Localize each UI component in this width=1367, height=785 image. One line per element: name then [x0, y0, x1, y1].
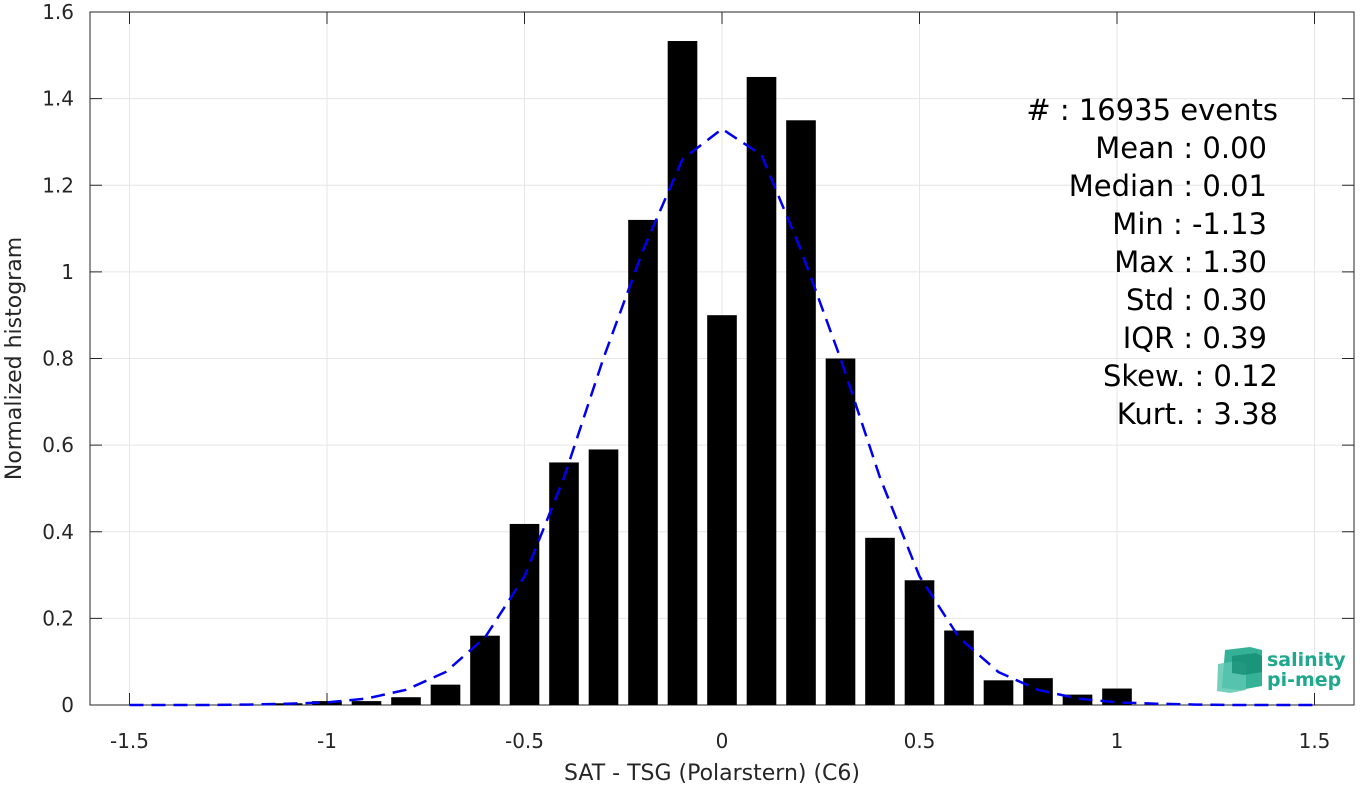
- stats-line: Std : 0.30: [1126, 283, 1267, 317]
- y-tick-label: 1: [61, 260, 74, 284]
- stats-line: # : 16935 events: [1026, 93, 1278, 127]
- logo-mark-icon: [1217, 647, 1262, 693]
- stats-line: Max : 1.30: [1114, 245, 1267, 279]
- histogram-bar: [786, 120, 816, 705]
- x-tick-label: 1: [1111, 729, 1124, 753]
- x-tick-label: -1.5: [110, 729, 149, 753]
- stats-line: Mean : 0.00: [1095, 131, 1267, 165]
- histogram-bar: [430, 684, 461, 705]
- x-axis-label: SAT - TSG (Polarstern) (C6): [564, 761, 860, 785]
- y-tick-label: 1.2: [42, 173, 74, 197]
- stats-line: Skew. : 0.12: [1103, 359, 1278, 393]
- y-tick-label: 1.4: [42, 87, 74, 111]
- x-tick-label: 0.5: [904, 729, 936, 753]
- x-tick-label: 0: [716, 729, 729, 753]
- histogram-bar: [944, 630, 974, 705]
- tick-labels: -1.5 -1 -0.5 0 0.5 1 1.5 0 0.2 0.4 0.6 0.8 1 1.2 1.4 1.…: [42, 0, 1330, 753]
- stats-line: Median : 0.01: [1069, 169, 1267, 203]
- logo-text-line2: pi-mep: [1267, 669, 1341, 691]
- histogram-bar: [983, 680, 1014, 705]
- y-tick-label: 0.6: [42, 433, 74, 457]
- y-tick-label: 1.6: [42, 0, 74, 24]
- histogram-bar: [825, 358, 856, 705]
- grid-lines: [90, 11, 1354, 706]
- histogram-bar: [746, 76, 777, 705]
- x-tick-label: -0.5: [505, 729, 544, 753]
- stats-line: Kurt. : 3.38: [1117, 397, 1278, 431]
- histogram-bar: [628, 219, 658, 705]
- histogram-bar: [667, 41, 698, 706]
- histogram-bar: [588, 449, 619, 705]
- histogram-bar: [1062, 694, 1093, 705]
- stats-annotation: # : 16935 events Mean : 0.00 Median : 0.01…: [1026, 93, 1278, 431]
- x-tick-label: 1.5: [1299, 729, 1331, 753]
- histogram-bar: [351, 701, 382, 705]
- histogram-bar: [391, 697, 421, 705]
- histogram-bar: [707, 315, 737, 705]
- y-tick-label: 0: [61, 693, 74, 717]
- histogram-bar: [312, 701, 342, 705]
- y-tick-label: 0.2: [42, 606, 74, 630]
- stats-line: Min : -1.13: [1112, 207, 1267, 241]
- logo-text-line1: salinity: [1267, 649, 1346, 671]
- histogram-bar: [865, 537, 895, 705]
- salinity-pi-mep-logo: salinity pi-mep: [1217, 647, 1346, 693]
- stats-line: IQR : 0.39: [1123, 321, 1267, 355]
- histogram-bar: [904, 580, 935, 705]
- histogram-bar: [549, 462, 579, 705]
- y-tick-label: 0.4: [42, 520, 74, 544]
- x-tick-label: -1: [317, 729, 337, 753]
- y-axis-label: Normalized histogram: [2, 237, 27, 480]
- histogram-bars: [272, 41, 1132, 706]
- y-tick-label: 0.8: [42, 347, 74, 371]
